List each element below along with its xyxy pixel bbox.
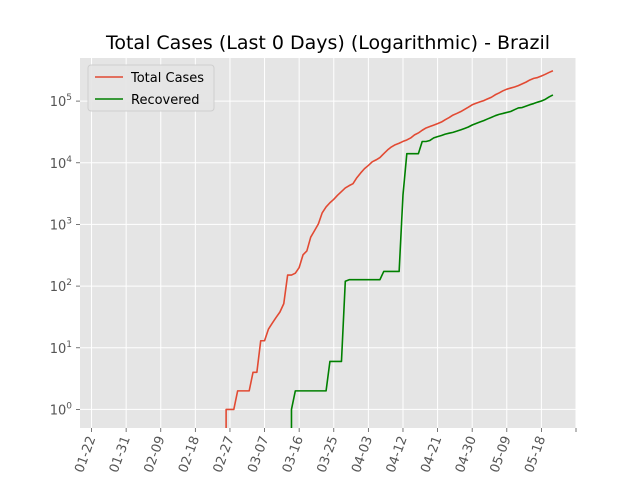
legend-label-recovered: Recovered (131, 93, 200, 108)
y-tick-label: 100 (50, 401, 73, 418)
legend-label-total-cases: Total Cases (130, 71, 204, 86)
y-tick-label: 105 (50, 93, 72, 110)
y-tick-label-exponent: 3 (66, 216, 72, 226)
chart-title: Total Cases (Last 0 Days) (Logarithmic) … (105, 32, 550, 54)
y-tick-label-base: 10 (50, 280, 67, 295)
y-tick-label-exponent: 5 (66, 93, 72, 103)
y-tick-label-base: 10 (50, 218, 67, 233)
series-line-recovered (290, 94, 554, 428)
y-tick-label-exponent: 1 (66, 340, 72, 350)
y-tick-label-exponent: 0 (66, 401, 72, 411)
y-tick-label: 101 (50, 340, 72, 357)
y-tick-label: 102 (50, 278, 72, 295)
series-layer (225, 70, 554, 428)
y-tick-label: 103 (50, 216, 72, 233)
y-tick-label-exponent: 4 (66, 155, 72, 165)
y-tick-label-base: 10 (50, 95, 67, 110)
y-tick-label-base: 10 (50, 403, 67, 418)
y-tick-label-base: 10 (50, 157, 67, 172)
y-tick-label-base: 10 (50, 342, 67, 357)
series-line-total-cases (225, 70, 554, 428)
y-tick-label: 104 (50, 155, 73, 172)
plot-area (80, 58, 576, 428)
legend: Total Cases Recovered (87, 64, 215, 112)
y-tick-label-exponent: 2 (66, 278, 72, 288)
